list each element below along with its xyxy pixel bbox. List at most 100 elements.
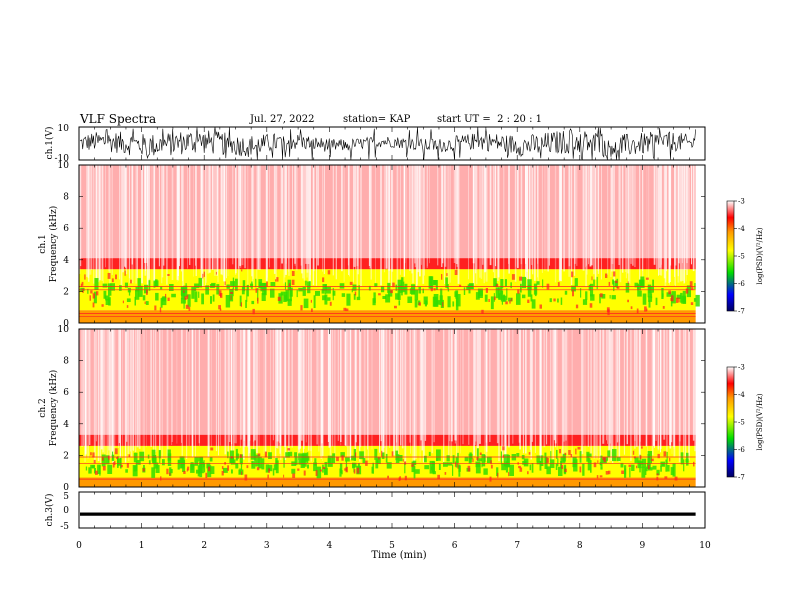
spectrogram-fleck — [476, 457, 479, 461]
spectrogram-patch — [190, 464, 195, 473]
spectrogram-streak — [532, 165, 534, 275]
x-tick-label: 7 — [514, 541, 520, 551]
spectrogram-streak — [618, 165, 621, 265]
spectrogram-fleck — [663, 451, 667, 457]
spectrogram-streak — [485, 165, 488, 282]
spectrogram-fleck — [266, 281, 268, 287]
spectrogram-streak — [586, 165, 588, 275]
spectrogram-fleck — [519, 276, 523, 281]
spectrogram-patch — [652, 465, 657, 470]
spectrogram-fleck — [116, 456, 118, 460]
spectrogram-fleck — [322, 466, 326, 469]
spectrogram-streak — [239, 329, 241, 448]
spectrogram-streak — [404, 329, 407, 464]
spectrogram-patch — [178, 460, 181, 464]
spectrogram-streak — [597, 165, 599, 271]
spectrogram-streak — [489, 329, 491, 442]
spectrogram-patch — [484, 294, 488, 302]
spectrogram-fleck — [344, 468, 347, 471]
spectrogram-patch — [133, 452, 138, 463]
spectrogram-patch — [634, 282, 638, 288]
spectrogram-patch — [436, 449, 441, 461]
spectrogram-streak — [114, 329, 116, 452]
spectrogram-patch — [356, 296, 361, 301]
spectrogram-patch — [527, 279, 532, 291]
spectrogram-streak — [684, 329, 687, 457]
spectrogram-patch — [167, 453, 172, 466]
spectrogram-fleck — [472, 458, 474, 463]
spectrogram-fleck — [101, 457, 104, 461]
spectrogram-fleck — [84, 274, 86, 280]
spectrogram-streak — [258, 329, 260, 448]
spectrogram-patch — [253, 451, 256, 461]
spectrogram-streak — [568, 165, 571, 267]
spectrogram-fleck — [605, 471, 609, 475]
ch1-waveform-ylabel: ch.1(V) — [44, 127, 55, 160]
spectrogram-fleck — [433, 288, 436, 291]
spectrogram-fleck — [353, 469, 356, 474]
spectrogram-patch — [495, 287, 500, 299]
spectrogram-patch — [588, 284, 591, 291]
spectrogram-fleck — [676, 297, 679, 303]
spectrogram-streak — [178, 165, 180, 267]
spectrogram-patch — [527, 284, 532, 297]
spectrogram-fleck — [490, 460, 492, 465]
spectrogram-streak — [276, 165, 278, 270]
spectrogram-streak — [355, 165, 356, 270]
spectrogram-fleck — [454, 461, 456, 467]
spectrogram-streak — [660, 329, 662, 449]
spectrogram-streak — [301, 329, 303, 441]
spectrogram-streak — [118, 329, 119, 448]
spectrogram-streak — [220, 165, 223, 275]
spectrogram-patch — [572, 457, 577, 468]
spectrogram-patch — [287, 451, 293, 457]
spectrogram-patch — [148, 280, 151, 291]
spectrogram-streak — [565, 329, 567, 454]
spectrogram-streak — [201, 165, 204, 287]
spectrogram-streak — [515, 165, 517, 267]
spectrogram-streak — [207, 329, 210, 458]
spectrogram-patch — [560, 456, 566, 463]
spectrogram-patch — [447, 296, 451, 308]
spectrogram-streak — [625, 165, 627, 272]
spectrogram-fleck — [244, 474, 248, 481]
spectrogram-streak — [686, 165, 687, 282]
spectrogram-fleck — [656, 473, 659, 476]
spectrogram-streak — [598, 329, 600, 451]
spectrogram-streak — [409, 329, 411, 443]
spectrogram-streak — [299, 329, 301, 450]
spectrogram-patch — [455, 457, 458, 468]
spectrogram-patch — [433, 294, 439, 307]
frequency-tick-label: 8 — [63, 357, 69, 367]
spectrogram-patch — [154, 280, 159, 287]
spectrogram-fleck — [277, 296, 281, 301]
spectrogram-fleck — [485, 288, 488, 293]
spectrogram-streak — [472, 165, 475, 264]
spectrogram-patch — [239, 454, 243, 465]
x-tick-label: 9 — [640, 541, 646, 551]
spectrogram-streak — [226, 165, 227, 279]
spectrogram-patch — [468, 453, 473, 460]
spectrogram-fleck — [207, 466, 211, 472]
spectrogram-streak — [468, 329, 470, 445]
spectrogram-streak — [216, 165, 218, 276]
spectrogram-streak — [368, 165, 371, 266]
spectrogram-fleck — [102, 466, 106, 471]
spectrogram-streak — [126, 329, 128, 442]
spectrogram-fleck — [613, 271, 616, 277]
spectrogram-patch — [647, 467, 653, 471]
spectrogram-streak — [424, 165, 425, 276]
spectrogram-streak — [571, 329, 573, 462]
spectrogram-streak — [232, 329, 235, 451]
spectrogram-fleck — [564, 452, 567, 455]
spectrogram-patch — [257, 288, 259, 302]
spectrogram-streak — [239, 165, 242, 266]
spectrogram-streak — [145, 165, 148, 263]
spectrogram-patch — [117, 458, 122, 466]
spectrogram-fleck — [183, 290, 185, 293]
spectrogram-fleck — [509, 300, 511, 304]
spectrogram-streak — [252, 165, 255, 279]
ch2-colorbar-gradient — [726, 366, 735, 478]
spectrogram-streak — [108, 329, 110, 451]
spectrogram-patch — [455, 290, 459, 299]
